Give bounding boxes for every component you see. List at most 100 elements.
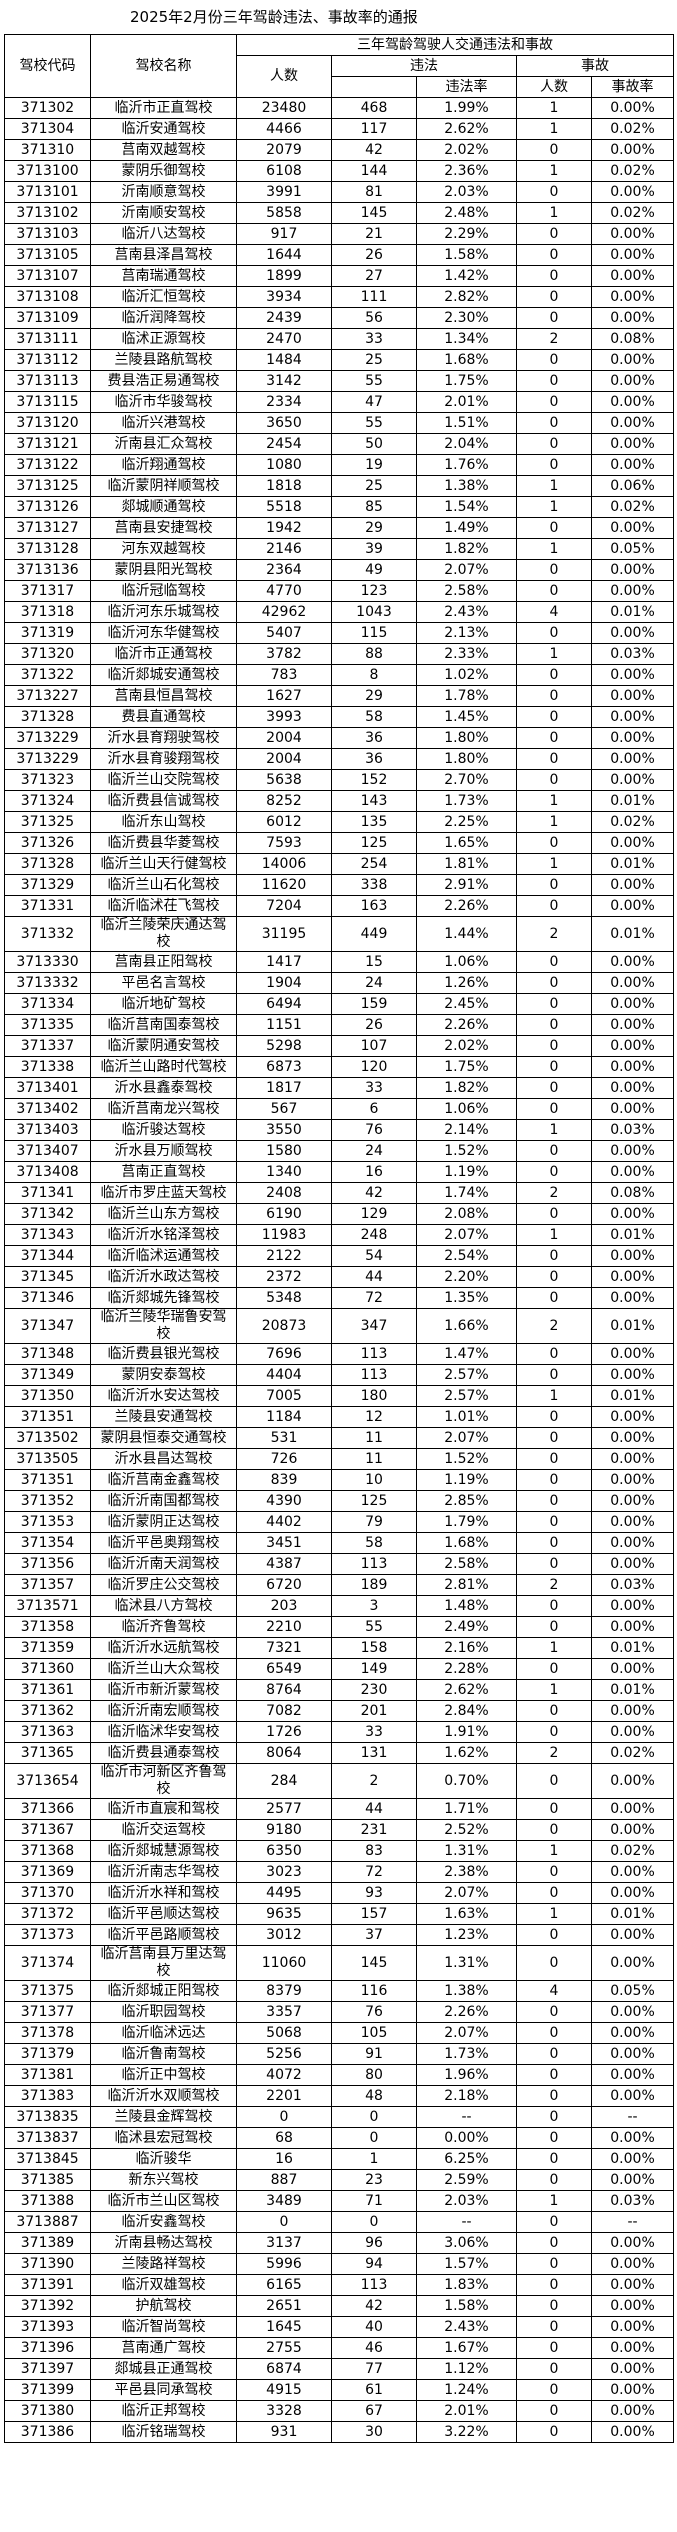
table-row: 371334 临沂地矿驾校 6494 159 2.45% 0 0.00% (4, 993, 675, 1015)
table-cell: 1.68% (416, 1532, 517, 1554)
table-cell: 3713109 (4, 307, 91, 329)
table-cell: 1 (516, 1679, 592, 1701)
table-cell: 1184 (236, 1406, 332, 1428)
table-cell: 临沂河东乐城驾校 (90, 601, 237, 623)
table-cell: 0.00% (590, 832, 675, 854)
table-cell: 兰陵县金辉驾校 (90, 2106, 237, 2128)
table-cell: 1.54% (416, 496, 517, 518)
table-cell: 371378 (4, 2022, 91, 2044)
table-cell: 2.33% (416, 643, 517, 665)
table-cell: 8064 (236, 1742, 332, 1764)
table-cell: 123 (331, 580, 417, 602)
table-cell: 371391 (4, 2274, 91, 2296)
table-cell: 护航驾校 (90, 2295, 237, 2317)
table-cell: 0 (516, 1056, 592, 1078)
table-cell: 2755 (236, 2337, 332, 2359)
table-cell: 0.00% (590, 2337, 675, 2359)
table-cell: 0.02% (590, 811, 675, 833)
table-cell: 3.06% (416, 2232, 517, 2254)
table-cell: 1 (516, 2190, 592, 2212)
table-cell: 0.00% (590, 2379, 675, 2401)
table-cell: 29 (331, 685, 417, 707)
table-cell: 1645 (236, 2316, 332, 2338)
table-cell: 0.02% (590, 1840, 675, 1862)
table-cell: 0.00% (590, 1427, 675, 1449)
table-cell: 4 (516, 601, 592, 623)
table-cell: 3142 (236, 370, 332, 392)
table-cell: 0.00% (590, 2022, 675, 2044)
table-cell: 20873 (236, 1308, 332, 1344)
table-cell: 1 (516, 1385, 592, 1407)
table-cell: 2.30% (416, 307, 517, 329)
table-row: 371323 临沂兰山交院驾校 5638 152 2.70% 0 0.00% (4, 769, 675, 791)
table-cell: -- (590, 2106, 675, 2128)
table-row: 371326 临沂费县华菱驾校 7593 125 1.65% 0 0.00% (4, 832, 675, 854)
table-cell: 2.59% (416, 2169, 517, 2191)
table-cell: 0.02% (590, 1742, 675, 1764)
table-cell: 0.00% (590, 1595, 675, 1617)
table-row: 3713229 沂水县育骏翔驾校 2004 36 1.80% 0 0.00% (4, 748, 675, 770)
table-cell: 2.18% (416, 2085, 517, 2107)
table-cell: 1 (516, 643, 592, 665)
table-cell: 0.03% (590, 1119, 675, 1141)
table-cell: 0.00% (590, 1700, 675, 1722)
table-cell: 2.08% (416, 1203, 517, 1225)
table-cell: 临沂蒙阴正达驾校 (90, 1511, 237, 1533)
table-row: 371304 临沂安通驾校 4466 117 2.62% 1 0.02% (4, 118, 675, 140)
table-cell: 1043 (331, 601, 417, 623)
table-row: 3713112 兰陵县路航驾校 1484 25 1.68% 0 0.00% (4, 349, 675, 371)
table-cell: 1.49% (416, 517, 517, 539)
table-cell: 3023 (236, 1861, 332, 1883)
table-cell: 0 (516, 1945, 592, 1981)
table-cell: 临沂莒南国泰驾校 (90, 1014, 237, 1036)
table-cell: 4915 (236, 2379, 332, 2401)
table-cell: 3 (331, 1595, 417, 1617)
table-cell: 0.00% (590, 972, 675, 994)
table-cell: 0.00% (416, 2127, 517, 2149)
table-cell: 158 (331, 1637, 417, 1659)
table-cell: 1.06% (416, 1098, 517, 1120)
table-cell: 0 (516, 1364, 592, 1386)
table-cell: 371332 (4, 916, 91, 952)
table-cell: 1.45% (416, 706, 517, 728)
table-row: 371367 临沂交运驾校 9180 231 2.52% 0 0.00% (4, 1819, 675, 1841)
table-cell: 0.01% (590, 1637, 675, 1659)
table-cell: 6874 (236, 2358, 332, 2380)
table-row: 3713654 临沂市河新区齐鲁驾校 284 2 0.70% 0 0.00% (4, 1763, 675, 1799)
table-cell: 76 (331, 1119, 417, 1141)
table-cell: 临沂骏达驾校 (90, 1119, 237, 1141)
table-cell: 0.02% (590, 160, 675, 182)
table-cell: 36 (331, 748, 417, 770)
table-row: 371335 临沂莒南国泰驾校 1151 26 2.26% 0 0.00% (4, 1014, 675, 1036)
table-cell: 16 (236, 2148, 332, 2170)
table-cell: 沂南顺安驾校 (90, 202, 237, 224)
table-cell: 1818 (236, 475, 332, 497)
table-cell: 27 (331, 265, 417, 287)
table-cell: 临沂市华骏驾校 (90, 391, 237, 413)
table-cell: 46 (331, 2337, 417, 2359)
table-cell: 371380 (4, 2400, 91, 2422)
table-cell: 3713229 (4, 727, 91, 749)
table-cell: 临沂交运驾校 (90, 1819, 237, 1841)
table-cell: 1.68% (416, 349, 517, 371)
table-cell: 0 (516, 1098, 592, 1120)
table-cell: -- (590, 2211, 675, 2233)
table-row: 371346 临沂郯城先锋驾校 5348 72 1.35% 0 0.00% (4, 1287, 675, 1309)
table-cell: 0.00% (590, 286, 675, 308)
table-cell: 8252 (236, 790, 332, 812)
table-cell: 临沭县八方驾校 (90, 1595, 237, 1617)
table-cell: 9180 (236, 1819, 332, 1841)
table-cell: 0 (516, 1490, 592, 1512)
table-cell: 3713113 (4, 370, 91, 392)
table-cell: 0 (516, 580, 592, 602)
table-cell: 0.00% (590, 517, 675, 539)
table-cell: 0.00% (590, 706, 675, 728)
table-cell: 2.57% (416, 1385, 517, 1407)
table-cell: 25 (331, 475, 417, 497)
table-cell: 2210 (236, 1616, 332, 1638)
table-cell: 371320 (4, 643, 91, 665)
table-cell: 887 (236, 2169, 332, 2191)
table-cell: 338 (331, 874, 417, 896)
table-cell: 2577 (236, 1798, 332, 1820)
table-cell: 0.00% (590, 685, 675, 707)
